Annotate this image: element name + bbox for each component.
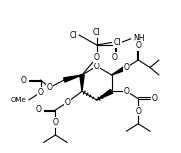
Text: O: O (21, 75, 27, 84)
Polygon shape (80, 75, 84, 91)
Text: O: O (38, 88, 43, 97)
Text: O: O (135, 107, 141, 116)
Text: O: O (47, 83, 52, 92)
Text: O: O (135, 41, 141, 50)
Text: Cl: Cl (70, 30, 77, 39)
Polygon shape (112, 65, 127, 75)
Text: Cl: Cl (93, 28, 101, 37)
Polygon shape (97, 89, 113, 100)
Text: Cl: Cl (114, 38, 121, 47)
Text: O: O (94, 53, 100, 62)
Text: O: O (94, 62, 100, 71)
Text: O: O (112, 53, 117, 62)
Text: O: O (52, 118, 58, 127)
Text: NH: NH (133, 34, 144, 43)
Text: O: O (123, 87, 129, 96)
Text: O: O (152, 94, 158, 103)
Text: O: O (36, 106, 41, 114)
Polygon shape (64, 75, 82, 82)
Text: O: O (123, 63, 129, 72)
Text: OMe: OMe (11, 97, 27, 103)
Text: O: O (64, 98, 70, 107)
